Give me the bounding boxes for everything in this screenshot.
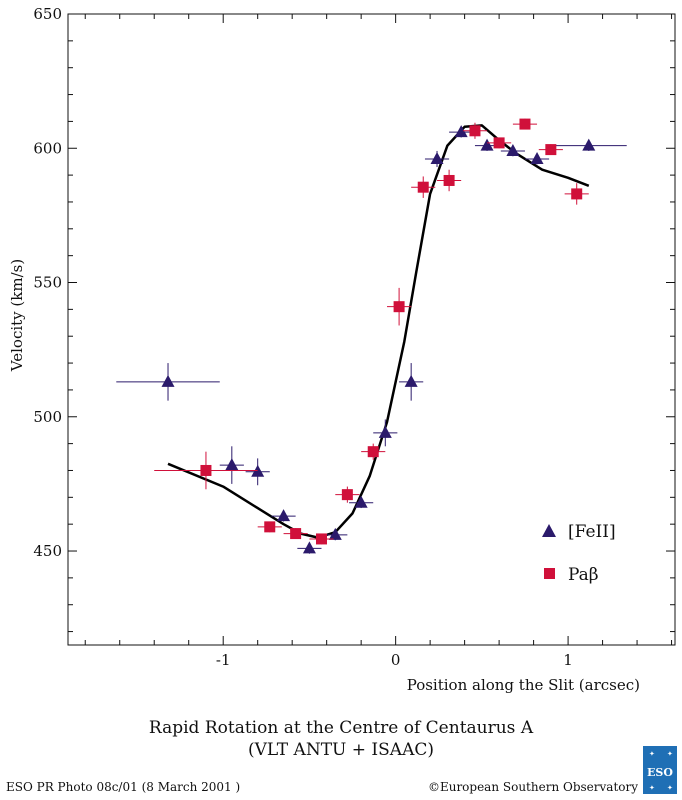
pab-point — [469, 125, 481, 137]
fit-curve — [167, 124, 590, 539]
pab-point — [367, 446, 379, 458]
feii-point — [354, 495, 368, 508]
eso-logo: ESO ✦ ✦ ✦ ✦ — [643, 746, 677, 794]
feii-point — [454, 125, 468, 138]
legend-feii-label: [FeII] — [568, 522, 616, 542]
pab-point — [290, 528, 302, 540]
y-tick-label: 500 — [33, 408, 62, 426]
svg-text:✦: ✦ — [649, 784, 655, 792]
feii-point — [404, 374, 418, 387]
legend-pab-marker — [544, 568, 555, 579]
x-tick-label: 0 — [391, 651, 401, 669]
pab-point — [545, 144, 557, 156]
feii-point — [506, 143, 520, 156]
feii-point — [225, 458, 239, 471]
svg-text:✦: ✦ — [649, 750, 655, 758]
x-tick-label: 1 — [563, 651, 573, 669]
copyright-notice: ©European Southern Observatory — [427, 780, 638, 794]
pab-point — [315, 533, 327, 545]
pab-point — [443, 174, 455, 186]
y-tick-label: 600 — [33, 139, 62, 157]
feii-point — [430, 151, 444, 164]
svg-text:✦: ✦ — [667, 784, 673, 792]
y-tick-label: 550 — [33, 274, 62, 292]
svg-text:✦: ✦ — [667, 750, 673, 758]
photo-credit: ESO PR Photo 08c/01 (8 March 2001 ) — [6, 780, 241, 794]
x-tick-label: -1 — [216, 651, 231, 669]
pab-point — [341, 489, 353, 501]
caption-subtitle: (VLT ANTU + ISAAC) — [248, 740, 434, 760]
pab-point — [393, 301, 405, 313]
feii-point — [302, 541, 316, 554]
velocity-chart: -1 0 1 450 500 550 600 650 Position along the S… — [8, 5, 676, 694]
y-tick-label: 650 — [33, 5, 62, 23]
feii-point — [530, 151, 544, 164]
caption-title: Rapid Rotation at the Centre of Centauru… — [148, 718, 534, 738]
feii-point — [480, 138, 494, 151]
y-axis-title: Velocity (km/s) — [8, 259, 26, 372]
pab-point — [264, 521, 276, 533]
pab-point — [493, 137, 505, 149]
pab-point — [417, 181, 429, 193]
plot-frame — [67, 13, 676, 646]
legend: [FeII] Paβ — [542, 522, 616, 585]
feii-point — [582, 138, 596, 151]
pab-point — [571, 188, 583, 200]
feii-point — [277, 509, 291, 522]
pab-point — [200, 464, 212, 476]
feii-point — [378, 425, 392, 438]
feii-point — [161, 374, 175, 387]
pab-point — [519, 118, 531, 130]
legend-feii-marker — [542, 524, 556, 537]
x-axis-title: Position along the Slit (arcsec) — [407, 676, 640, 694]
svg-text:ESO: ESO — [647, 766, 673, 779]
y-tick-label: 450 — [33, 542, 62, 560]
feii-point — [328, 527, 342, 540]
legend-pab-label: Paβ — [568, 565, 599, 585]
